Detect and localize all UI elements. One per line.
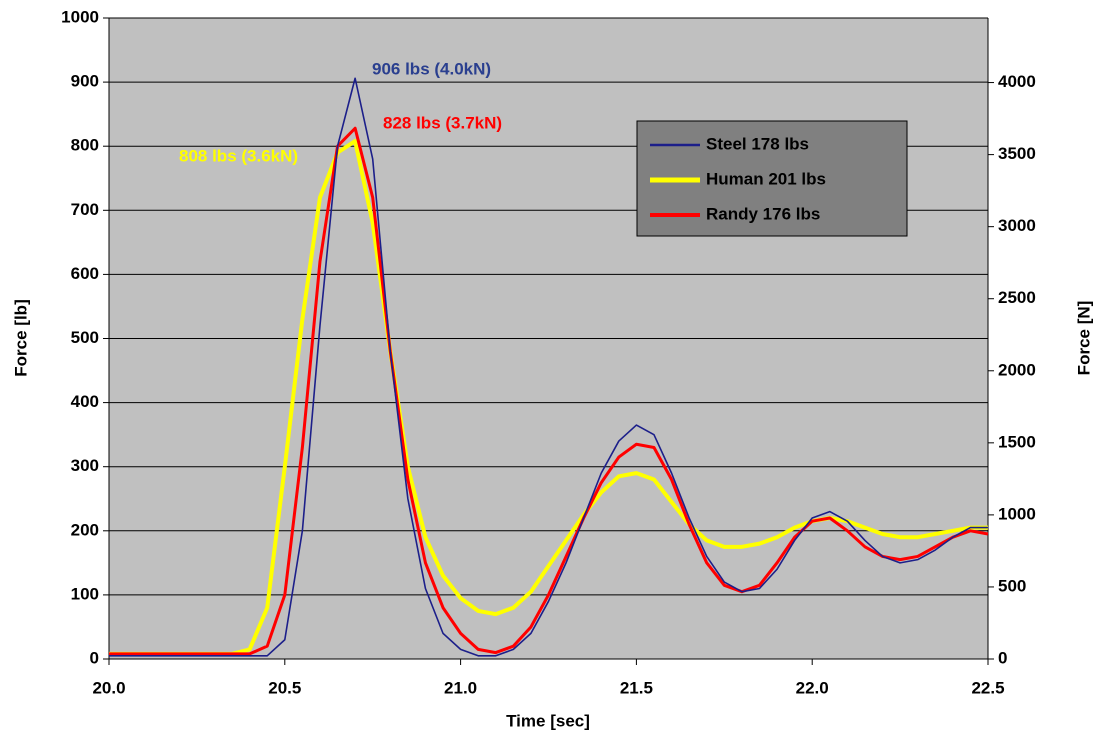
y-tick-label: 1000 <box>61 7 99 26</box>
y2-tick-label: 1000 <box>998 504 1036 523</box>
y-axis-label: Force [lb] <box>11 299 30 376</box>
x-tick-label: 20.5 <box>268 678 301 697</box>
y-tick-label: 800 <box>71 136 99 155</box>
y-tick-label: 400 <box>71 392 99 411</box>
data-line <box>109 77 988 657</box>
y2-tick-label: 1500 <box>998 432 1036 451</box>
y-tick-label: 200 <box>71 520 99 539</box>
x-tick-label: 22.5 <box>971 678 1004 697</box>
y-tick-label: 600 <box>71 264 99 283</box>
y2-tick-label: 3000 <box>998 216 1036 235</box>
legend-label: Human 201 lbs <box>706 169 826 188</box>
y2-tick-label: 2500 <box>998 288 1036 307</box>
x-axis-label: Time [sec] <box>506 711 590 730</box>
y-tick-label: 700 <box>71 200 99 219</box>
y2-tick-label: 3500 <box>998 144 1036 163</box>
data-line <box>109 139 988 656</box>
y2-tick-label: 0 <box>998 648 1007 667</box>
x-tick-label: 21.5 <box>620 678 653 697</box>
y2-tick-label: 4000 <box>998 72 1036 91</box>
x-tick-label: 22.0 <box>796 678 829 697</box>
y-tick-label: 500 <box>71 328 99 347</box>
annotation: 808 lbs (3.6kN) <box>179 146 298 165</box>
y-tick-label: 100 <box>71 584 99 603</box>
y-tick-label: 0 <box>90 648 99 667</box>
legend-label: Steel 178 lbs <box>706 134 809 153</box>
annotation: 828 lbs (3.7kN) <box>383 113 502 132</box>
x-tick-label: 20.0 <box>92 678 125 697</box>
y2-tick-label: 500 <box>998 576 1026 595</box>
y2-axis-label: Force [N] <box>1074 301 1093 376</box>
y-tick-label: 900 <box>71 72 99 91</box>
x-tick-label: 21.0 <box>444 678 477 697</box>
legend-label: Randy 176 lbs <box>706 204 820 223</box>
annotation: 906 lbs (4.0kN) <box>372 59 491 78</box>
y-tick-label: 300 <box>71 456 99 475</box>
y2-tick-label: 2000 <box>998 360 1036 379</box>
data-line <box>109 126 989 656</box>
